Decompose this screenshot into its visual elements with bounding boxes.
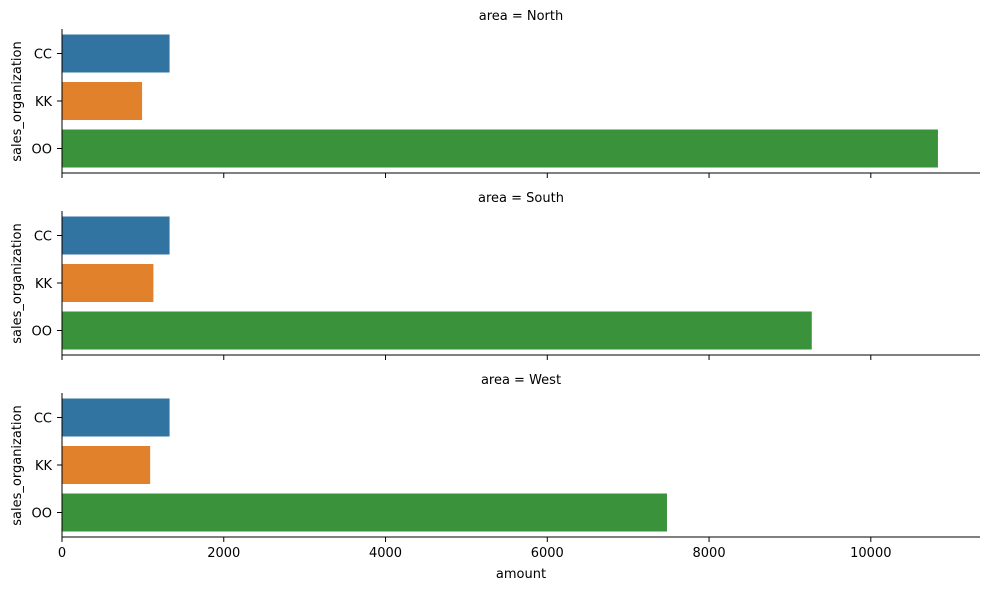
category-label: OO bbox=[32, 325, 52, 340]
facet-title: area = North bbox=[479, 9, 564, 24]
y-axis-label: sales_organization bbox=[10, 41, 25, 161]
category-label: KK bbox=[35, 459, 53, 474]
category-label: CC bbox=[34, 412, 52, 427]
category-label: OO bbox=[32, 143, 52, 158]
category-label: CC bbox=[34, 48, 52, 63]
category-label: KK bbox=[35, 95, 53, 110]
category-label: CC bbox=[34, 230, 52, 245]
category-label: KK bbox=[35, 277, 53, 292]
facet-title: area = West bbox=[481, 373, 561, 388]
bar-cc bbox=[62, 398, 170, 437]
bar-cc bbox=[62, 216, 170, 255]
bar-oo bbox=[62, 311, 812, 350]
y-axis-label: sales_organization bbox=[10, 405, 25, 525]
x-tick-label: 10000 bbox=[850, 546, 891, 561]
x-axis-label: amount bbox=[496, 567, 546, 582]
x-tick-label: 8000 bbox=[693, 546, 726, 561]
bar-oo bbox=[62, 493, 667, 532]
x-tick-label: 2000 bbox=[207, 546, 240, 561]
x-tick-label: 0 bbox=[58, 546, 66, 561]
bar-kk bbox=[62, 82, 143, 120]
y-axis-label: sales_organization bbox=[10, 223, 25, 343]
bar-oo bbox=[62, 129, 938, 168]
x-tick-label: 6000 bbox=[531, 546, 564, 561]
bar-kk bbox=[62, 446, 151, 484]
category-label: OO bbox=[32, 507, 52, 522]
bar-kk bbox=[62, 264, 154, 302]
facet-title: area = South bbox=[478, 191, 564, 206]
x-tick-label: 4000 bbox=[369, 546, 402, 561]
bar-cc bbox=[62, 34, 170, 73]
